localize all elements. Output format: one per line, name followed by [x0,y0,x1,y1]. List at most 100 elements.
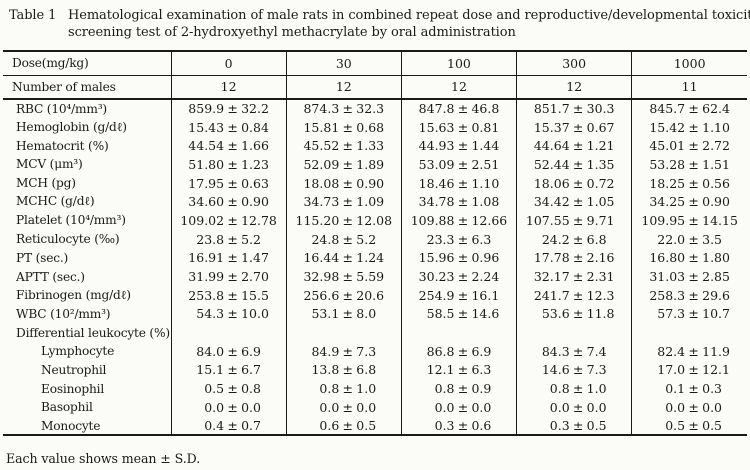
mean-sd-value: 0.0 ±0.0 [639,400,740,415]
value-cell: 86.8 ±6.9 [400,341,517,361]
plus-minus-sign: ± [572,343,584,359]
mean-sd-value: 53.1 ±8.0 [293,306,394,321]
mean-sd-value: 34.42 ±1.05 [524,194,625,209]
row-label: Monocyte [41,418,101,433]
sd-value: 1.05 [586,194,615,210]
row-label: Lymphocyte [41,344,115,359]
sd-value: 14.15 [702,212,738,228]
sd-value: 1.23 [241,156,269,172]
plus-minus-sign: ± [342,381,354,397]
mean-value: 109.88 [410,212,455,228]
sd-value: 6.8 [356,362,377,378]
value-cell: 18.06 ±0.72 [516,173,632,193]
plus-minus-sign: ± [342,138,354,154]
plus-minus-sign: ± [688,306,699,322]
value-cell: 84.3 ±7.4 [516,341,632,361]
value-cell: 18.46 ±1.10 [400,173,517,193]
value-cell: 23.8 ±5.2 [170,229,287,249]
dose-label: Dose(mg/kg) [3,51,171,76]
sd-value: 0.0 [471,399,492,415]
sd-value: 1.44 [471,138,500,154]
mean-value: 0.0 [319,399,340,415]
sd-value: 0.9 [471,381,492,397]
plus-minus-sign: ± [227,194,238,210]
value-cell: 45.01 ±2.72 [631,136,747,156]
mean-sd-value: 15.37 ±0.67 [524,120,625,135]
mean-value: 0.8 [319,381,340,397]
value-cell: 847.8 ±46.8 [400,99,517,118]
value-cell: 34.60 ±0.90 [170,192,287,212]
sd-value: 6.9 [241,343,261,359]
mean-sd-value: 15.43 ±0.84 [178,120,279,135]
mean-value: 0.0 [549,399,570,415]
value-cell: 16.91 ±1.47 [170,248,287,268]
sd-value: 1.08 [471,194,500,210]
mean-sd-value: 16.91 ±1.47 [178,250,279,265]
mean-value: 845.7 [649,101,686,117]
value-cell: 15.37 ±0.67 [516,117,632,137]
sd-value: 0.3 [702,381,723,397]
value-cell: 34.25 ±0.90 [631,192,747,212]
value-cell: 256.6 ±20.6 [285,285,402,305]
plus-minus-sign: ± [227,269,238,285]
plus-minus-sign: ± [457,287,469,303]
sd-value: 2.72 [702,138,730,154]
value-cell: 51.80 ±1.23 [170,155,287,174]
value-cell: 13.8 ±6.8 [285,360,402,380]
mean-value: 256.6 [303,287,340,303]
mean-sd-value: 84.3 ±7.4 [524,344,625,359]
mean-sd-value: 14.6 ±7.3 [524,362,625,377]
mean-sd-value: 18.46 ±1.10 [408,176,509,191]
mean-value: 53.1 [311,306,340,322]
mean-value: 84.3 [541,343,570,359]
mean-sd-value: 58.5 ±14.6 [408,306,509,321]
plus-minus-sign: ± [342,250,354,266]
mean-value: 53.6 [541,306,570,322]
plus-minus-sign: ± [457,194,469,210]
footnote: Each value shows mean ± S.D. [6,451,201,466]
sd-value: 0.0 [586,399,607,415]
sd-value: 20.6 [356,287,385,303]
sd-value: 8.0 [356,306,377,322]
mean-sd-value: 0.5 ±0.8 [178,381,279,396]
row-label: Differential leukocyte (%) [16,325,170,340]
mean-value: 51.80 [188,156,225,172]
row-label: Basophil [41,400,93,415]
mean-sd-value: 15.42 ±1.10 [639,120,740,135]
table-row: Fibrinogen (mg/dℓ) 253.8 ±15.5 256.6 ±20.6 25… [3,285,747,305]
mean-value: 82.4 [657,343,686,359]
sd-value: 2.70 [241,269,269,285]
mean-value: 0.3 [549,418,570,434]
value-cell: 23.3 ±6.3 [400,229,517,249]
sd-value: 12.3 [586,287,615,303]
value-cell [170,323,287,342]
sd-value: 2.31 [586,269,615,285]
table-body: RBC (10⁴/mm³) 859.9 ±32.2 874.3 ±32.3 847.8 ±4… [3,99,747,436]
mean-sd-value: 34.60 ±0.90 [178,194,279,209]
mean-sd-value: 0.5 ±0.5 [639,418,740,433]
value-cell: 845.7 ±62.4 [631,99,747,118]
mean-sd-value: 109.88 ±12.66 [408,213,509,228]
value-cell: 0.0 ±0.0 [631,398,747,417]
mean-sd-value: 0.0 ±0.0 [408,400,509,415]
plus-minus-sign: ± [342,101,354,117]
mean-sd-value: 15.96 ±0.96 [408,250,509,265]
mean-value: 32.98 [303,269,340,285]
sd-value: 10.7 [702,306,730,322]
mean-value: 17.0 [657,362,686,378]
sd-value: 0.56 [702,175,730,191]
mean-sd-value: 241.7 ±12.3 [524,288,625,303]
sd-value: 32.2 [241,101,269,117]
mean-value: 0.0 [665,399,686,415]
mean-value: 15.63 [418,119,455,135]
row-label: WBC (10²/mm³) [16,306,111,321]
mean-sd-value: 845.7 ±62.4 [639,101,740,116]
sd-value: 0.7 [241,418,261,434]
plus-minus-sign: ± [457,138,469,154]
value-cell: 0.0 ±0.0 [285,398,402,417]
value-cell: 15.1 ±6.7 [170,360,287,380]
value-cell: 44.54 ±1.66 [170,136,287,156]
sd-value: 5.59 [356,269,385,285]
plus-minus-sign: ± [572,381,584,397]
row-label: Hemoglobin (g/dℓ) [16,119,127,134]
